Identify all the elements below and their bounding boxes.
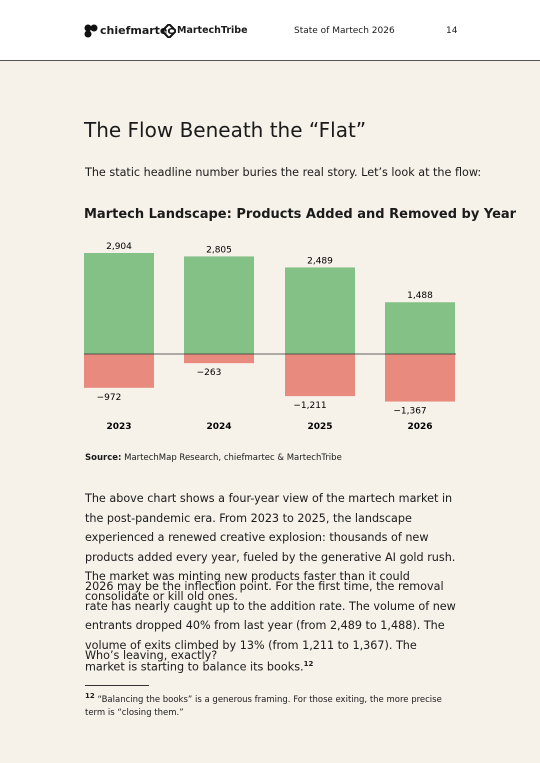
bar [84,253,154,354]
footnote-text: “Balancing the books” is a generous fram… [85,694,442,718]
footnote: 12 “Balancing the books” is a generous f… [85,690,455,720]
category-label: 2026 [407,422,432,432]
chart: 2,904 2,805 2,489 1,488 −972 −263 −1,211 −1,367… [84,242,456,432]
category-label: 2023 [106,422,131,432]
footnote-rule [85,685,149,686]
value-label: −1,367 [393,407,426,417]
bar [184,256,254,354]
source-label: Source: [85,453,122,463]
value-label: −263 [197,368,222,378]
heading: The Flow Beneath the “Flat” [84,118,367,142]
brand: chiefmartec [100,24,174,37]
logo-icon [84,24,98,38]
source: Source: MartechMap Research, chiefmartec… [85,453,342,463]
value-label: −972 [97,393,122,403]
report-name: State of Martech 2026 [294,26,395,36]
value-label: 2,904 [106,242,132,252]
bar [285,354,355,397]
value-label: 2,805 [206,245,232,255]
paragraph: Who’s leaving, exactly? [85,649,218,662]
paragraph: 2026 may be the inflection point. For th… [85,577,460,678]
paragraph-text: 2026 may be the inflection point. For th… [85,580,456,675]
footnote-ref: 12 [303,660,314,669]
category-label: 2024 [206,422,231,432]
value-label: 1,488 [407,291,433,301]
footnote-number: 12 [85,692,95,700]
value-label: 2,489 [307,256,333,266]
source-text: MartechMap Research, chiefmartec & Marte… [124,453,342,463]
page-number: 14 [446,26,458,36]
chart-title: Martech Landscape: Products Added and Re… [84,207,517,222]
brand: MartechTribe [177,25,248,36]
bar [84,354,154,388]
bar [385,302,455,354]
paragraph: The above chart shows a four-year view o… [85,492,456,603]
bar [184,354,254,364]
bar [385,354,455,402]
value-label: −1,211 [293,401,326,411]
intro: The static headline number buries the re… [85,166,482,179]
header: chiefmartec MartechTribe State of Martec… [0,0,540,61]
bar [285,267,355,354]
category-label: 2025 [307,422,332,432]
logo-icon [162,24,176,38]
